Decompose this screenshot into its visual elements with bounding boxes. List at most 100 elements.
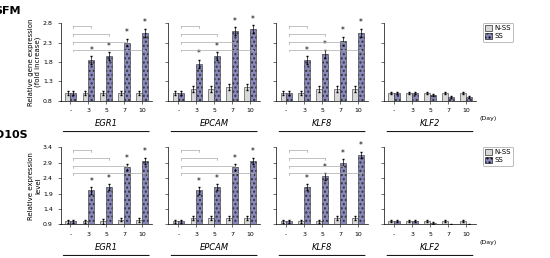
Text: *: * [305,46,309,54]
Text: *: * [359,141,363,150]
Bar [286,93,292,132]
Bar [196,190,202,252]
Text: *: * [215,42,219,51]
Text: *: * [323,163,327,172]
Bar [178,93,184,132]
Bar [190,218,196,252]
Text: *: * [305,174,309,183]
Bar [89,60,94,132]
Text: *: * [251,15,255,24]
Bar [304,60,310,132]
Bar [394,221,400,252]
Bar [316,89,322,132]
Bar [412,221,418,252]
Text: *: * [125,28,129,37]
Bar [214,56,220,132]
Bar [214,187,220,252]
Bar [316,221,322,252]
Text: *: * [197,50,201,58]
Bar [460,221,466,252]
Text: *: * [89,46,93,54]
Bar [142,161,148,252]
Text: *: * [107,174,111,183]
Bar [299,221,304,252]
Y-axis label: Relative expression
level: Relative expression level [29,152,41,220]
Text: *: * [215,174,219,183]
Legend: N-SS, SS: N-SS, SS [483,147,513,166]
Bar [334,89,340,132]
Bar [101,221,106,252]
Bar [82,221,89,252]
Bar [430,223,436,252]
Bar [173,93,178,132]
Bar [70,221,76,252]
Text: *: * [233,17,237,26]
Bar [430,95,436,132]
Bar [208,89,214,132]
Bar [124,167,130,252]
Bar [406,93,412,132]
X-axis label: EPCAM: EPCAM [200,119,229,128]
Bar [101,93,106,132]
Bar [304,187,310,252]
Bar [227,87,232,132]
Bar [65,221,70,252]
Bar [280,93,286,132]
Bar [250,161,256,252]
Bar [106,187,112,252]
Text: *: * [341,26,345,35]
Bar [89,190,94,252]
Bar [142,33,148,132]
Bar [388,221,394,252]
Bar [196,64,202,132]
Text: *: * [359,19,363,28]
X-axis label: EGR1: EGR1 [95,243,118,252]
Bar [173,221,178,252]
Bar [412,93,418,132]
X-axis label: KLF8: KLF8 [312,119,332,128]
Text: SFM: SFM [0,6,21,16]
Bar [106,56,112,132]
Bar [358,33,364,132]
Bar [424,93,430,132]
Text: *: * [125,154,129,163]
Bar [65,93,70,132]
Text: *: * [233,154,237,163]
Bar [334,218,340,252]
Legend: N-SS, SS: N-SS, SS [483,23,513,42]
Text: *: * [341,149,345,158]
Bar [466,97,471,132]
Text: *: * [143,19,147,28]
Bar [82,93,89,132]
Bar [190,89,196,132]
Text: *: * [89,177,93,186]
Bar [70,93,76,132]
Bar [442,93,448,132]
Bar [466,224,471,252]
X-axis label: KLF8: KLF8 [312,243,332,252]
X-axis label: KLF2: KLF2 [420,119,440,128]
X-axis label: EGR1: EGR1 [95,119,118,128]
Bar [118,93,124,132]
Bar [352,89,358,132]
Bar [340,163,346,252]
Text: *: * [323,40,327,49]
Bar [250,29,256,132]
Bar [124,43,130,132]
Bar [244,218,250,252]
Bar [136,93,142,132]
Bar [442,221,448,252]
Bar [322,54,328,132]
Bar [460,93,466,132]
Text: *: * [251,147,255,156]
Text: D10S: D10S [0,130,28,140]
Bar [424,221,430,252]
Bar [178,221,184,252]
Bar [448,224,454,252]
Bar [208,218,214,252]
Text: *: * [197,177,201,186]
Text: *: * [107,42,111,51]
Bar [232,167,238,252]
Bar [322,176,328,252]
Bar [394,93,400,132]
